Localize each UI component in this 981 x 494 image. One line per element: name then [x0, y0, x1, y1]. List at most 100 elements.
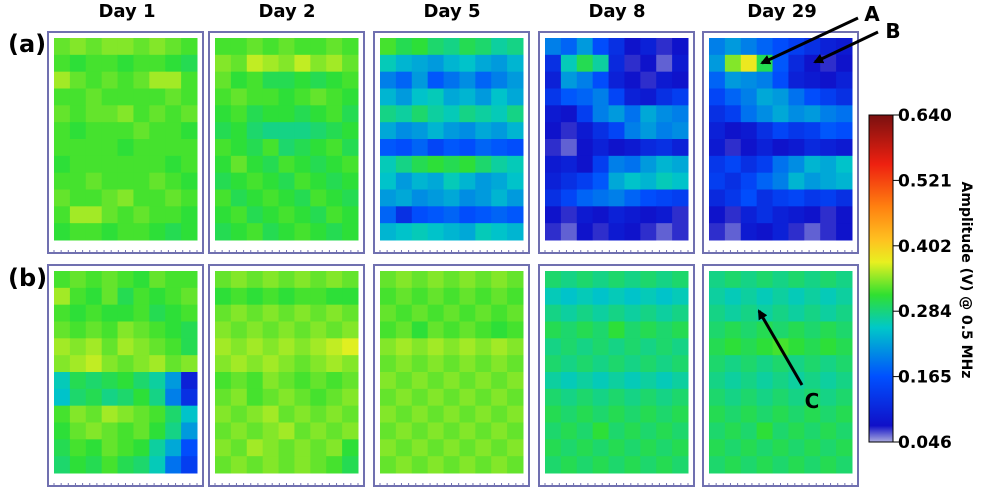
heatmap-cell: [491, 189, 508, 207]
arrow-b: [813, 30, 879, 64]
heatmap-cell: [54, 223, 71, 241]
heatmap-cell: [804, 54, 821, 73]
heatmap-cell: [740, 88, 758, 106]
heatmap-cell: [788, 271, 805, 289]
heatmap-cell: [380, 122, 397, 140]
heatmap-cell: [278, 223, 295, 241]
heatmap-cell: [149, 287, 166, 306]
heatmap-cell: [85, 71, 103, 89]
heatmap-cell: [69, 189, 87, 207]
heatmap-cell: [54, 287, 71, 306]
heatmap-cell: [246, 355, 264, 373]
heatmap-cell: [592, 88, 610, 106]
heatmap-cell: [459, 372, 476, 390]
heatmap-cell: [624, 71, 641, 89]
heatmap-cell: [459, 405, 476, 423]
heatmap-cell: [608, 304, 625, 322]
heatmap-cell: [576, 155, 594, 174]
heatmap-cell: [560, 105, 578, 123]
heatmap-cell: [459, 388, 476, 407]
heatmap-cell: [656, 155, 673, 174]
heatmap-cell: [475, 139, 492, 157]
heatmap-cell: [756, 139, 774, 157]
heatmap-cell: [133, 355, 150, 373]
heatmap-cell: [836, 287, 853, 306]
heatmap-cell: [165, 223, 182, 241]
heatmap-cell: [395, 54, 413, 73]
heatmap-cell: [672, 139, 689, 157]
heatmap-cell: [640, 271, 657, 289]
heatmap-cell: [545, 206, 562, 224]
heatmap-cell: [576, 54, 594, 73]
heatmap-cell: [85, 54, 103, 73]
heatmap-cell: [181, 422, 198, 440]
heatmap-cell: [133, 88, 150, 106]
heatmap-cell: [804, 189, 821, 207]
heatmap-cell: [165, 172, 182, 190]
heatmap-cell: [592, 189, 610, 207]
heatmap-cell: [215, 139, 232, 157]
heatmap-cell: [672, 405, 689, 423]
heatmap-cell: [640, 172, 657, 190]
heatmap-cell: [215, 271, 232, 289]
heatmap-cell: [756, 172, 774, 190]
heatmap-cell: [278, 206, 295, 224]
annotation-a: A: [864, 2, 880, 26]
heatmap-cell: [443, 206, 460, 224]
heatmap-cell: [149, 105, 166, 123]
heatmap-cell: [215, 54, 232, 73]
heatmap-cell: [820, 372, 837, 390]
heatmap-cell: [69, 287, 87, 306]
heatmap-cell: [709, 338, 726, 356]
heatmap-cell: [576, 271, 594, 289]
heatmap-cell: [672, 206, 689, 224]
heatmap-cell: [709, 388, 726, 407]
heatmap-cell: [411, 105, 429, 123]
heatmap-cell: [545, 189, 562, 207]
heatmap-cell: [262, 338, 280, 356]
heatmap-cell: [709, 189, 726, 207]
heatmap-cell: [69, 139, 87, 157]
row-label-a: (a): [8, 30, 46, 58]
heatmap-cell: [740, 139, 758, 157]
heatmap-panels: [47, 31, 859, 487]
heatmap-cell: [443, 271, 460, 289]
heatmap-cell: [459, 105, 476, 123]
heatmap-cell: [608, 105, 625, 123]
heatmap-cell: [117, 38, 134, 56]
heatmap-cell: [278, 88, 295, 106]
heatmap-cell: [836, 456, 853, 474]
heatmap-cell: [788, 88, 805, 106]
heatmap-cell: [310, 439, 327, 457]
heatmap-cell: [117, 304, 134, 322]
heatmap-cell: [85, 321, 103, 339]
heatmap-cell: [246, 287, 264, 306]
heatmap-cell: [69, 223, 87, 241]
heatmap-cell: [294, 405, 311, 423]
heatmap-cell: [246, 405, 264, 423]
heatmap-cell: [624, 355, 641, 373]
heatmap-cell: [165, 122, 182, 140]
heatmap-cell: [475, 206, 492, 224]
heatmap-cell: [804, 321, 821, 339]
heatmap-cell: [411, 287, 429, 306]
heatmap-cell: [640, 304, 657, 322]
heatmap-cell: [133, 54, 150, 73]
heatmap-cell: [101, 271, 119, 289]
heatmap-cell: [640, 422, 657, 440]
heatmap-cell: [133, 304, 150, 322]
heatmap-cell: [656, 405, 673, 423]
heatmap-cell: [788, 206, 805, 224]
heatmap-cell: [85, 338, 103, 356]
heatmap-cell: [294, 304, 311, 322]
heatmap-cell: [836, 405, 853, 423]
heatmap-cell: [85, 456, 103, 474]
heatmap-cell: [181, 439, 198, 457]
heatmap-cell: [342, 54, 359, 73]
heatmap-cell: [380, 155, 397, 174]
heatmap-cell: [545, 271, 562, 289]
heatmap-cell: [215, 304, 232, 322]
heatmap-cell: [69, 38, 87, 56]
heatmap-cell: [230, 321, 248, 339]
heatmap-cell: [342, 88, 359, 106]
